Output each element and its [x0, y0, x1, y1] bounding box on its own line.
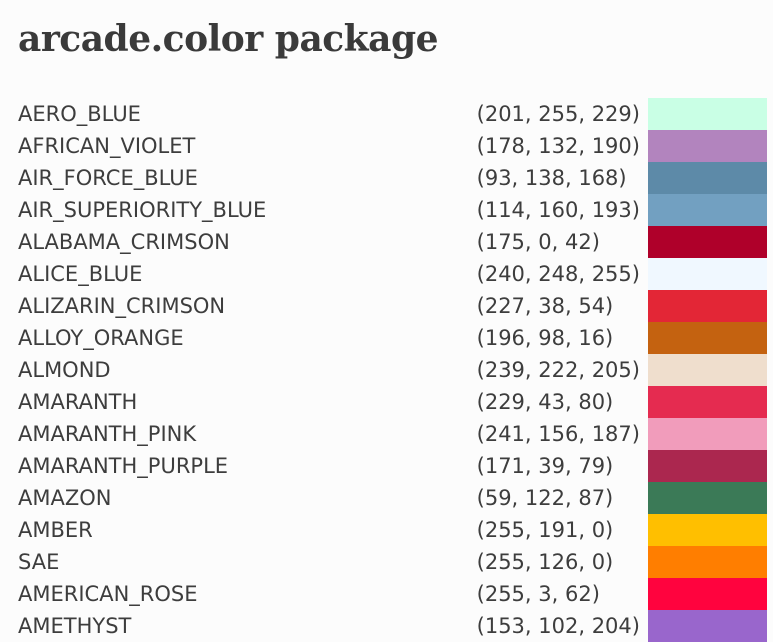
- color-name: AERO_BLUE: [18, 102, 141, 126]
- color-table-body: AERO_BLUE (201, 255, 229) AFRICAN_VIOLET (1…: [18, 98, 773, 642]
- color-name: AFRICAN_VIOLET: [18, 134, 196, 158]
- color-swatch: [648, 418, 768, 450]
- color-row: ALLOY_ORANGE (196, 98, 16): [18, 322, 773, 354]
- color-swatch: [648, 226, 768, 258]
- color-rgb-value: (255, 126, 0): [476, 550, 614, 574]
- color-swatch-cell: [648, 322, 773, 354]
- color-row: AMBER (255, 191, 0): [18, 514, 773, 546]
- color-row: ALICE_BLUE (240, 248, 255): [18, 258, 773, 290]
- color-row: ALABAMA_CRIMSON (175, 0, 42): [18, 226, 773, 258]
- color-swatch: [648, 482, 768, 514]
- color-row: AFRICAN_VIOLET (178, 132, 190): [18, 130, 773, 162]
- color-row: AMARANTH_PINK (241, 156, 187): [18, 418, 773, 450]
- color-rgb-value: (239, 222, 205): [476, 358, 640, 382]
- color-row: ALMOND (239, 222, 205): [18, 354, 773, 386]
- color-swatch: [648, 290, 768, 322]
- color-swatch: [648, 258, 768, 290]
- color-swatch-cell: [648, 98, 773, 130]
- color-name: AMARANTH_PURPLE: [18, 454, 229, 478]
- color-name: AMETHYST: [18, 614, 132, 638]
- color-row: AMETHYST (153, 102, 204): [18, 610, 773, 642]
- color-swatch-cell: [648, 546, 773, 578]
- color-rgb-value: (196, 98, 16): [476, 326, 614, 350]
- color-row: AMARANTH_PURPLE (171, 39, 79): [18, 450, 773, 482]
- color-row: SAE (255, 126, 0): [18, 546, 773, 578]
- color-swatch: [648, 386, 768, 418]
- color-rgb-value: (229, 43, 80): [476, 390, 614, 414]
- color-rgb-value: (255, 191, 0): [476, 518, 614, 542]
- color-row: AIR_SUPERIORITY_BLUE (114, 160, 193): [18, 194, 773, 226]
- color-swatch-cell: [648, 514, 773, 546]
- color-swatch-cell: [648, 354, 773, 386]
- color-name: AMAZON: [18, 486, 112, 510]
- color-name: SAE: [18, 550, 60, 574]
- color-swatch-cell: [648, 450, 773, 482]
- color-swatch: [648, 162, 768, 194]
- color-swatch: [648, 610, 768, 642]
- color-name: ALMOND: [18, 358, 111, 382]
- color-row: AIR_FORCE_BLUE (93, 138, 168): [18, 162, 773, 194]
- page-title: arcade.color package: [18, 18, 439, 60]
- color-name: AMARANTH: [18, 390, 138, 414]
- color-swatch: [648, 578, 768, 610]
- color-name: ALIZARIN_CRIMSON: [18, 294, 226, 318]
- color-swatch-cell: [648, 290, 773, 322]
- color-swatch-cell: [648, 258, 773, 290]
- color-rgb-value: (240, 248, 255): [476, 262, 640, 286]
- color-swatch: [648, 514, 768, 546]
- color-swatch-cell: [648, 578, 773, 610]
- color-swatch: [648, 194, 768, 226]
- color-swatch: [648, 322, 768, 354]
- color-rgb-value: (255, 3, 62): [476, 582, 600, 606]
- color-rgb-value: (59, 122, 87): [476, 486, 614, 510]
- color-rgb-value: (93, 138, 168): [476, 166, 627, 190]
- color-rgb-value: (178, 132, 190): [476, 134, 640, 158]
- color-swatch: [648, 98, 768, 130]
- color-table: AERO_BLUE (201, 255, 229) AFRICAN_VIOLET (1…: [18, 98, 773, 642]
- color-swatch-cell: [648, 418, 773, 450]
- color-row: AMARANTH (229, 43, 80): [18, 386, 773, 418]
- color-rgb-value: (114, 160, 193): [476, 198, 640, 222]
- color-rgb-value: (241, 156, 187): [476, 422, 640, 446]
- color-rgb-value: (175, 0, 42): [476, 230, 600, 254]
- color-swatch-cell: [648, 610, 773, 642]
- color-rgb-value: (171, 39, 79): [476, 454, 614, 478]
- color-rgb-value: (227, 38, 54): [476, 294, 614, 318]
- color-swatch: [648, 130, 768, 162]
- color-name: AMERICAN_ROSE: [18, 582, 198, 606]
- color-name: ALABAMA_CRIMSON: [18, 230, 230, 254]
- color-row: AMERICAN_ROSE (255, 3, 62): [18, 578, 773, 610]
- color-swatch-cell: [648, 386, 773, 418]
- color-rgb-value: (153, 102, 204): [476, 614, 640, 638]
- color-name: AMBER: [18, 518, 93, 542]
- color-swatch-cell: [648, 130, 773, 162]
- color-name: AIR_FORCE_BLUE: [18, 166, 198, 190]
- color-name: AIR_SUPERIORITY_BLUE: [18, 198, 267, 222]
- color-name: AMARANTH_PINK: [18, 422, 197, 446]
- color-swatch-cell: [648, 162, 773, 194]
- color-swatch: [648, 450, 768, 482]
- color-swatch: [648, 546, 768, 578]
- color-rgb-value: (201, 255, 229): [476, 102, 640, 126]
- color-row: AMAZON (59, 122, 87): [18, 482, 773, 514]
- color-swatch-cell: [648, 194, 773, 226]
- color-swatch-cell: [648, 482, 773, 514]
- color-row: ALIZARIN_CRIMSON (227, 38, 54): [18, 290, 773, 322]
- color-row: AERO_BLUE (201, 255, 229): [18, 98, 773, 130]
- color-name: ALLOY_ORANGE: [18, 326, 184, 350]
- color-swatch: [648, 354, 768, 386]
- color-name: ALICE_BLUE: [18, 262, 143, 286]
- color-swatch-cell: [648, 226, 773, 258]
